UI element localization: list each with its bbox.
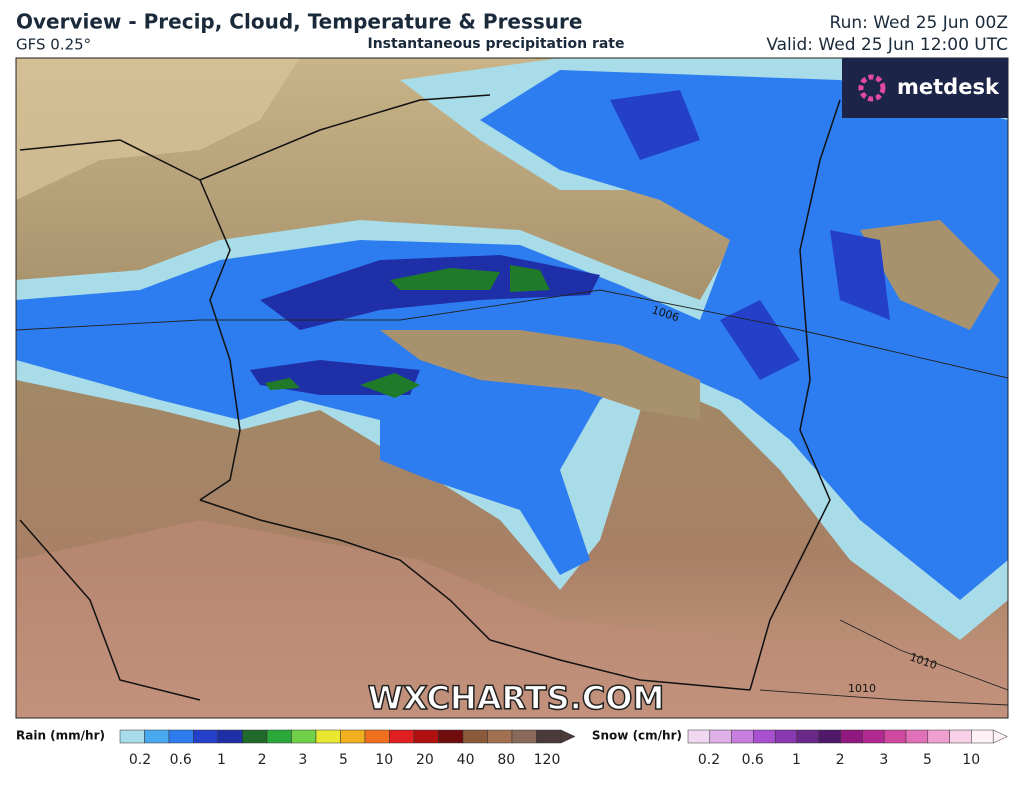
swatch <box>536 729 562 744</box>
product: Instantaneous precipitation rate <box>368 36 625 52</box>
swatch <box>687 729 711 744</box>
tick-label: 3 <box>298 752 307 768</box>
swatch <box>709 729 732 744</box>
swatch <box>774 729 798 744</box>
swatch <box>949 729 972 744</box>
swatch <box>193 729 219 744</box>
tick-label: 40 <box>457 752 475 768</box>
swatch <box>753 729 776 744</box>
tick-label: 10 <box>375 752 393 768</box>
map: 1006 1010 1010 WXCHARTS.COM <box>16 58 1008 718</box>
swatch <box>291 729 317 744</box>
model: GFS 0.25° <box>16 36 91 54</box>
swatch <box>927 729 950 744</box>
arrow <box>560 729 576 744</box>
swatch <box>511 729 537 744</box>
watermark: WXCHARTS.COM <box>368 679 665 717</box>
swatch <box>462 729 488 744</box>
arrow <box>992 729 1008 744</box>
swatch <box>168 729 194 744</box>
snow-legend-label: Snow (cm/hr) <box>592 729 682 743</box>
swatch <box>217 729 243 744</box>
tick-label: 1 <box>792 752 801 768</box>
tick-label: 5 <box>923 752 932 768</box>
tick-label: 0.6 <box>170 752 192 768</box>
swatch <box>905 729 929 744</box>
tick-label: 80 <box>497 752 515 768</box>
swatch <box>487 729 513 744</box>
logo: metdesk <box>842 58 1008 118</box>
tick-label: 0.6 <box>742 752 764 768</box>
swatch <box>119 729 145 744</box>
swatch <box>413 729 439 744</box>
title: Overview - Precip, Cloud, Temperature & … <box>16 10 582 34</box>
swatch <box>862 729 885 744</box>
swatch <box>389 729 415 744</box>
swatch <box>971 729 994 744</box>
tick-label: 2 <box>836 752 845 768</box>
swatch <box>883 729 907 744</box>
snow-colorbar: 0.2 0.6 1 2 3 5 10 <box>687 729 1008 768</box>
tick-label: 0.2 <box>129 752 151 768</box>
tick-label: 10 <box>962 752 980 768</box>
swatch <box>266 729 292 744</box>
tick-label: 20 <box>416 752 434 768</box>
swatch <box>144 729 170 744</box>
swatch <box>364 729 390 744</box>
swatch <box>340 729 366 744</box>
swatch <box>818 729 841 744</box>
tick-label: 1 <box>217 752 226 768</box>
isobar-label: 1010 <box>848 682 876 695</box>
tick-label: 2 <box>258 752 267 768</box>
tick-label: 3 <box>879 752 888 768</box>
rain-legend-label: Rain (mm/hr) <box>16 729 105 743</box>
swatch <box>840 729 863 744</box>
rain-colorbar: 0.2 0.6 1 2 3 5 10 20 40 80 120 <box>119 729 576 768</box>
tick-label: 120 <box>534 752 561 768</box>
run: Run: Wed 25 Jun 00Z <box>830 13 1008 33</box>
swatch <box>731 729 754 744</box>
swatch <box>438 729 464 744</box>
logo-text: metdesk <box>897 75 1000 99</box>
tick-label: 5 <box>339 752 348 768</box>
valid: Valid: Wed 25 Jun 12:00 UTC <box>766 35 1008 55</box>
swatch <box>315 729 341 744</box>
map-frame <box>15 57 1009 719</box>
swatch <box>242 729 268 744</box>
tick-label: 0.2 <box>698 752 720 768</box>
swatch <box>796 729 820 744</box>
